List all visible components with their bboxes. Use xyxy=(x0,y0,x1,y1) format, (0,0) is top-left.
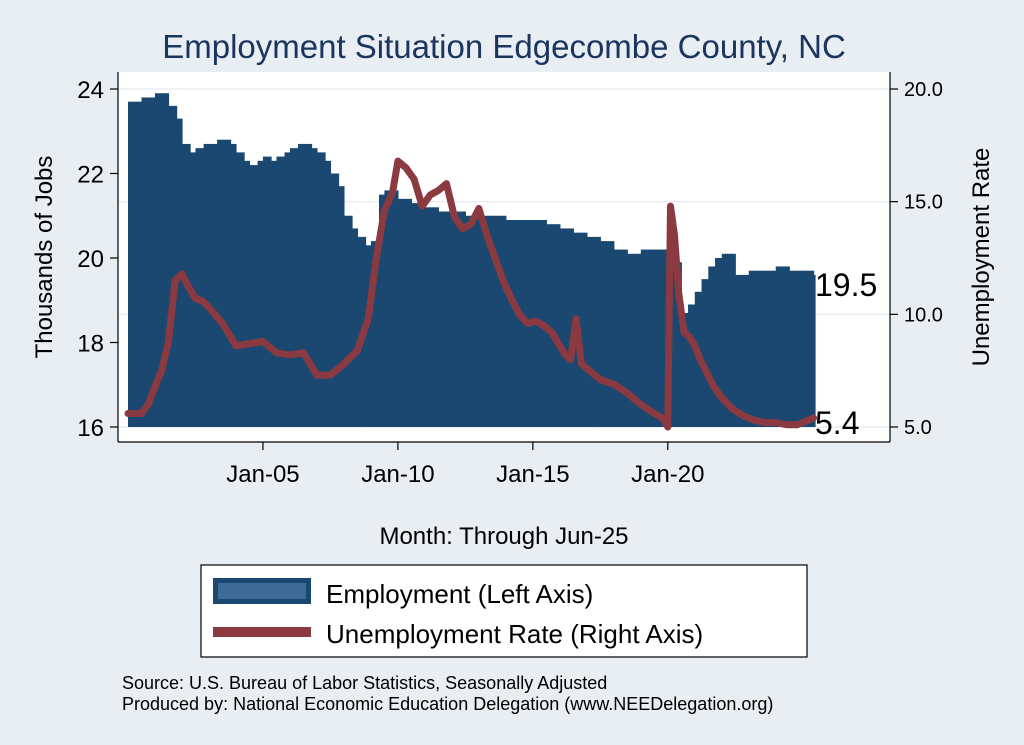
legend-unemployment-swatch xyxy=(213,627,311,637)
employment-bar xyxy=(505,219,520,427)
chart-title: Employment Situation Edgecombe County, N… xyxy=(162,28,846,65)
employment-bar xyxy=(365,245,372,427)
employment-bar xyxy=(168,105,178,428)
employment-bar xyxy=(235,152,245,428)
employment-bar xyxy=(762,270,777,427)
employment-bar xyxy=(559,228,574,427)
employment-bar xyxy=(813,274,816,427)
x-axis-title: Month: Through Jun-25 xyxy=(379,523,628,550)
employment-bar xyxy=(424,207,439,427)
employment-bar xyxy=(222,139,232,427)
employment-bar xyxy=(203,143,210,427)
employment-bar xyxy=(546,224,561,427)
legend-employment-swatch-inner xyxy=(218,583,306,599)
unemployment-line xyxy=(124,157,818,431)
employment-bar xyxy=(748,270,763,427)
employment-bar xyxy=(438,211,453,427)
employment-bar xyxy=(230,143,237,427)
employment-bar xyxy=(262,156,272,427)
employment-bar xyxy=(600,241,615,427)
employment-bar xyxy=(465,215,480,427)
unemployment-series xyxy=(124,157,818,431)
employment-bar xyxy=(343,215,353,427)
employment-bar xyxy=(141,97,151,427)
employment-bar xyxy=(163,93,170,427)
employment-bar xyxy=(397,198,412,427)
legend-employment-label: Employment (Left Axis) xyxy=(326,579,593,609)
employment-end-label: 19.5 xyxy=(815,267,877,303)
y-axis-left-title: Thousands of Jobs xyxy=(31,156,58,359)
employment-bar xyxy=(478,215,493,427)
employment-bar xyxy=(298,143,305,427)
employment-bar xyxy=(244,160,251,427)
employment-bar xyxy=(249,165,259,428)
employment-bar xyxy=(586,236,601,428)
employment-bar xyxy=(370,241,380,427)
employment-bar xyxy=(392,190,399,427)
employment-bar xyxy=(640,249,655,427)
employment-bar xyxy=(316,152,326,428)
employment-bar xyxy=(330,173,340,427)
x-tick-label: Jan-05 xyxy=(226,461,299,488)
employment-bar xyxy=(217,139,224,427)
employment-bar xyxy=(735,274,750,427)
employment-bar xyxy=(451,211,466,427)
y-left-tick-label: 16 xyxy=(77,415,104,442)
x-tick-label: Jan-20 xyxy=(631,461,704,488)
employment-bar xyxy=(276,156,286,427)
employment-bar xyxy=(715,258,723,427)
employment-bar xyxy=(257,160,264,427)
y-right-tick-label: 15.0 xyxy=(904,192,943,214)
y-right-tick-label: 5.0 xyxy=(904,417,932,439)
employment-bar xyxy=(195,148,205,427)
employment-bar xyxy=(325,160,332,427)
unemployment-end-label: 5.4 xyxy=(815,405,859,441)
legend-unemployment-label: Unemployment Rate (Right Axis) xyxy=(326,619,703,649)
x-tick-label: Jan-15 xyxy=(496,461,569,488)
employment-bar xyxy=(789,270,804,427)
employment-bar xyxy=(674,262,682,427)
y-axis-right-title: Unemployment Rate xyxy=(968,148,995,367)
employment-bar xyxy=(154,93,164,427)
employment-bar xyxy=(775,266,790,427)
employment-bar xyxy=(208,143,218,427)
employment-bar xyxy=(384,190,394,427)
x-tick-label: Jan-10 xyxy=(361,461,434,488)
employment-bar xyxy=(136,101,143,428)
employment-bar xyxy=(128,101,137,428)
employment-bar xyxy=(708,266,716,427)
y-right-tick-label: 10.0 xyxy=(904,304,943,326)
employment-bar xyxy=(379,194,386,428)
employment-bar xyxy=(411,203,426,427)
employment-bar xyxy=(289,148,299,427)
employment-bar xyxy=(701,279,709,428)
employment-bar xyxy=(149,97,156,427)
y-left-tick-label: 22 xyxy=(77,162,104,189)
employment-bar xyxy=(681,312,689,427)
employment-bar xyxy=(802,270,815,427)
employment-bar xyxy=(311,148,318,427)
y-left-tick-label: 24 xyxy=(77,77,104,104)
employment-bar xyxy=(338,186,345,427)
employment-bar xyxy=(284,152,291,428)
employment-bar xyxy=(271,160,278,427)
employment-bar xyxy=(613,249,628,427)
employment-bar xyxy=(688,304,696,427)
y-right-tick-label: 20.0 xyxy=(904,79,943,101)
axes: 16 18 20 22 24 5.0 10.0 15.0 20.0 Jan-05 Jan-10 Jan… xyxy=(77,72,943,488)
employment-series xyxy=(128,93,816,428)
employment-bar xyxy=(352,228,359,427)
y-left-tick-label: 20 xyxy=(77,246,104,273)
produced-by-note: Produced by: National Economic Education… xyxy=(122,694,773,714)
employment-bar xyxy=(303,143,313,427)
legend: Employment (Left Axis) Unemployment Rate… xyxy=(200,564,808,658)
employment-bar xyxy=(627,253,642,427)
y-left-tick-label: 18 xyxy=(77,331,104,358)
source-note: Source: U.S. Bureau of Labor Statistics,… xyxy=(122,673,607,693)
employment-bar xyxy=(721,253,736,427)
